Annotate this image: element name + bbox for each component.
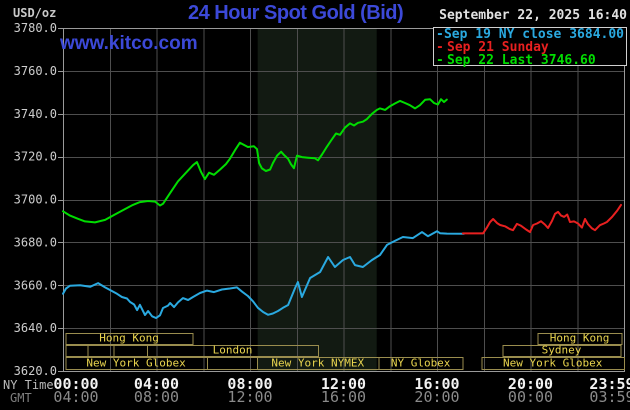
session-label: New York Globex [503,357,603,370]
session-label: New York NYMEX [271,357,364,370]
svg-text:12:00: 12:00 [227,388,272,406]
legend-item-sep22: - Sep 22 Last 3746.60 [436,53,624,68]
svg-text:3700.0: 3700.0 [14,193,57,207]
svg-text:3640.0: 3640.0 [14,321,57,335]
svg-text:12:00: 12:00 [321,375,366,393]
legend-dash-icon: - [436,40,444,55]
svg-text:08:00: 08:00 [134,388,179,406]
svg-text:04:00: 04:00 [134,375,179,393]
page-title: 24 Hour Spot Gold (Bid) [188,2,404,24]
svg-text:00:00: 00:00 [508,388,553,406]
svg-text:16:00: 16:00 [321,388,366,406]
svg-text:3760.0: 3760.0 [14,64,57,78]
session-label: Hong Kong [550,332,610,345]
legend-label: Sep 21 Sunday [447,40,549,55]
chart-timestamp: September 22, 2025 16:40 [439,8,627,23]
svg-text:20:00: 20:00 [508,375,553,393]
session-box [502,345,622,357]
y-axis-labels: 3620.0 3640.0 3660.0 3680.0 3700.0 3720.0 3740… [14,21,57,378]
legend-dash-icon: - [436,27,444,42]
session-box [481,357,625,370]
session-box [537,333,623,345]
legend-box: - Sep 19 NY close 3684.00 - Sep 21 Sunday … [433,27,627,68]
session-label: London [213,344,253,357]
y-axis-ticks [58,28,63,372]
session-label: New York Globex [86,357,186,370]
svg-text:3740.0: 3740.0 [14,107,57,121]
svg-text:03:59: 03:59 [589,388,630,406]
svg-text:3660.0: 3660.0 [14,278,57,292]
x-axis-gmt-label: GMT [10,391,32,405]
session-box [378,357,464,370]
svg-text:00:00: 00:00 [53,375,98,393]
svg-text:3780.0: 3780.0 [14,21,57,35]
gridlines [63,28,624,371]
price-line [62,98,448,224]
svg-text:16:00: 16:00 [414,375,459,393]
session-box [147,345,319,357]
svg-text:3620.0: 3620.0 [14,364,57,378]
x-axis-labels: 00:0004:0008:0012:0016:0020:0023:5904:00… [53,375,630,406]
price-line [461,203,622,235]
session-box [65,345,89,357]
svg-text:3720.0: 3720.0 [14,150,57,164]
price-line [62,230,465,319]
x-axis-ny-time-label: NY Time [3,378,54,392]
session-label: Hong Kong [99,332,159,345]
legend-dash-icon: - [436,53,444,68]
y-axis-units-label: USD/oz [13,6,57,20]
svg-text:3680.0: 3680.0 [14,235,57,249]
svg-text:08:00: 08:00 [227,375,272,393]
session-label: Sydney [542,344,582,357]
session-box [206,357,259,370]
session-label: NY Globex [391,357,451,370]
session-box [113,345,149,357]
kitco-watermark-link[interactable]: www.kitco.com [60,33,198,54]
legend-label: Sep 19 NY close 3684.00 [443,27,624,42]
legend-item-sep19: - Sep 19 NY close 3684.00 [436,27,624,42]
svg-text:23:59: 23:59 [589,375,630,393]
nymex-session-band [257,28,377,371]
plot-border [63,28,625,372]
legend-item-sep21: - Sep 21 Sunday [436,40,624,55]
legend-label: Sep 22 Last 3746.60 [447,53,596,68]
session-box [65,333,194,345]
svg-text:04:00: 04:00 [53,388,98,406]
svg-text:20:00: 20:00 [414,388,459,406]
